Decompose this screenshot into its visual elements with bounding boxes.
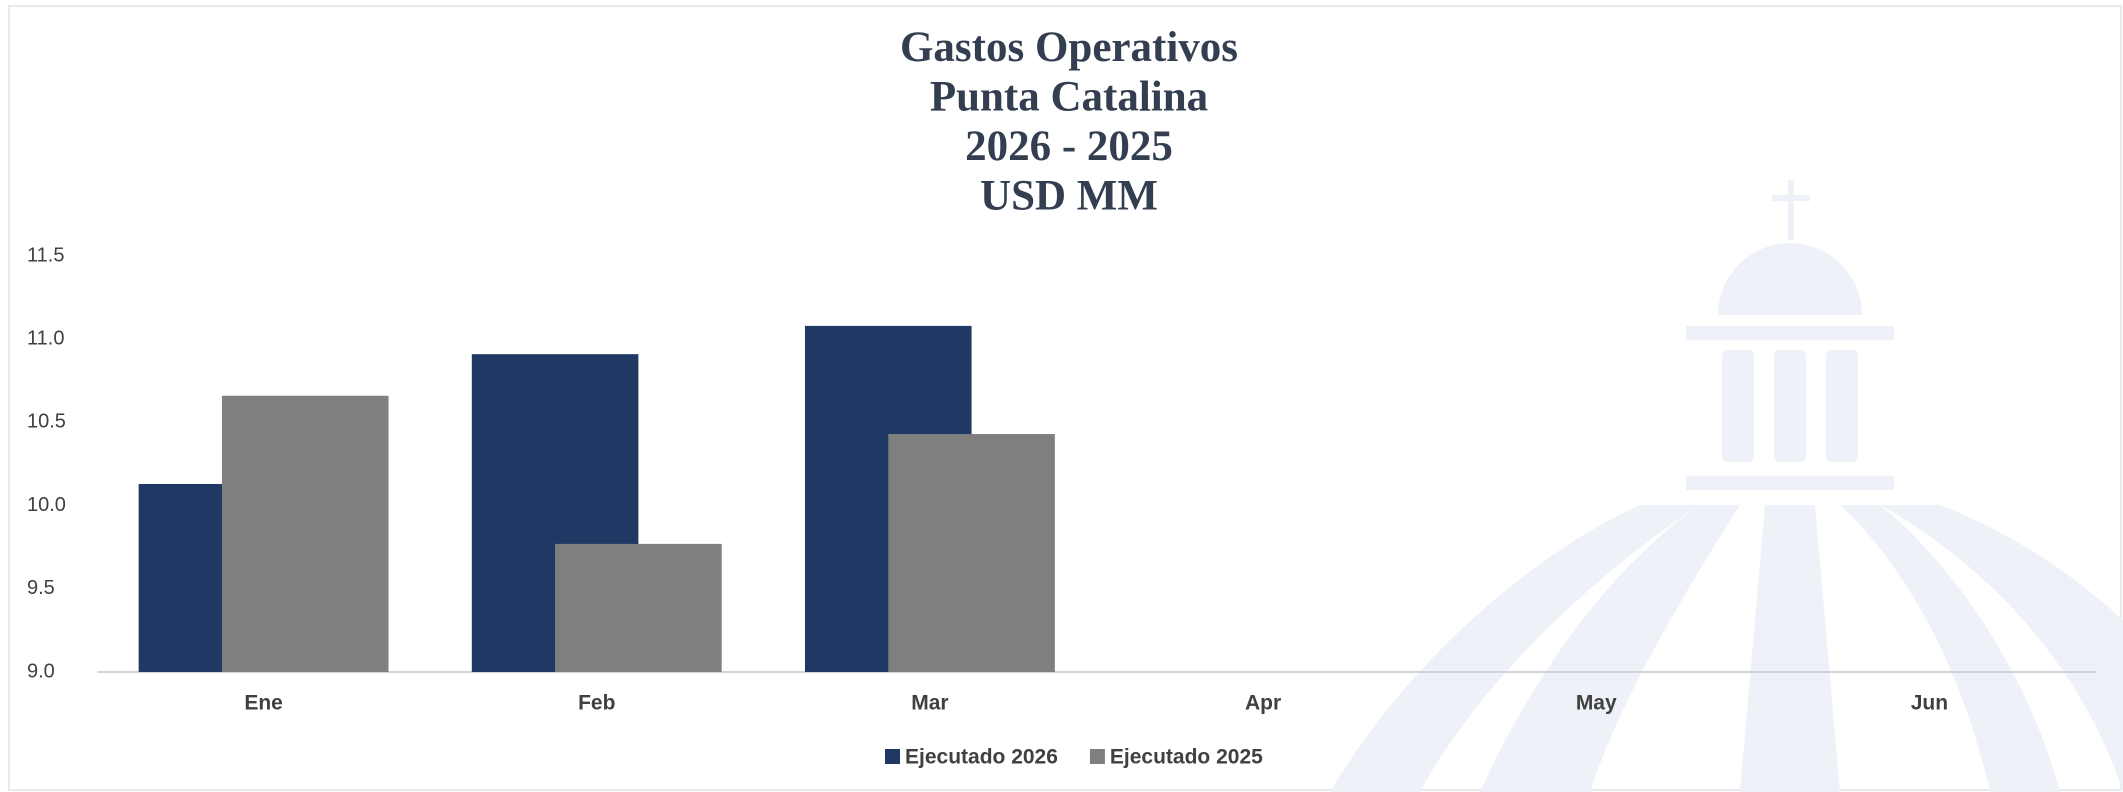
x-tick-label: Apr [1245, 692, 1281, 715]
title-line: USD MM [980, 172, 1158, 219]
x-tick-label: Mar [911, 692, 948, 715]
legend-label: Ejecutado 2025 [1110, 746, 1263, 769]
y-tick-label: 9.5 [27, 577, 55, 599]
bar [221, 395, 389, 672]
bar [555, 543, 722, 672]
bar [888, 434, 1055, 672]
title-line: Gastos Operativos [900, 24, 1238, 71]
chart-frame [8, 5, 2122, 791]
y-tick-label: 10.5 [27, 411, 66, 433]
x-tick-label: May [1576, 692, 1617, 715]
title-line: 2026 - 2025 [965, 123, 1173, 170]
y-tick-label: 11.5 [27, 244, 64, 266]
x-tick-label: Feb [578, 692, 615, 715]
watermark [1330, 180, 2123, 792]
y-tick-label: 9.0 [27, 660, 55, 682]
legend-label: Ejecutado 2026 [905, 746, 1058, 769]
x-tick-label: Jun [1911, 692, 1948, 715]
x-tick-label: Ene [244, 692, 283, 715]
legend-swatch [885, 749, 900, 764]
title-line: Punta Catalina [930, 73, 1208, 120]
y-tick-label: 11.0 [27, 327, 64, 349]
legend-swatch [1089, 749, 1105, 764]
y-tick-label: 10.0 [27, 494, 66, 516]
